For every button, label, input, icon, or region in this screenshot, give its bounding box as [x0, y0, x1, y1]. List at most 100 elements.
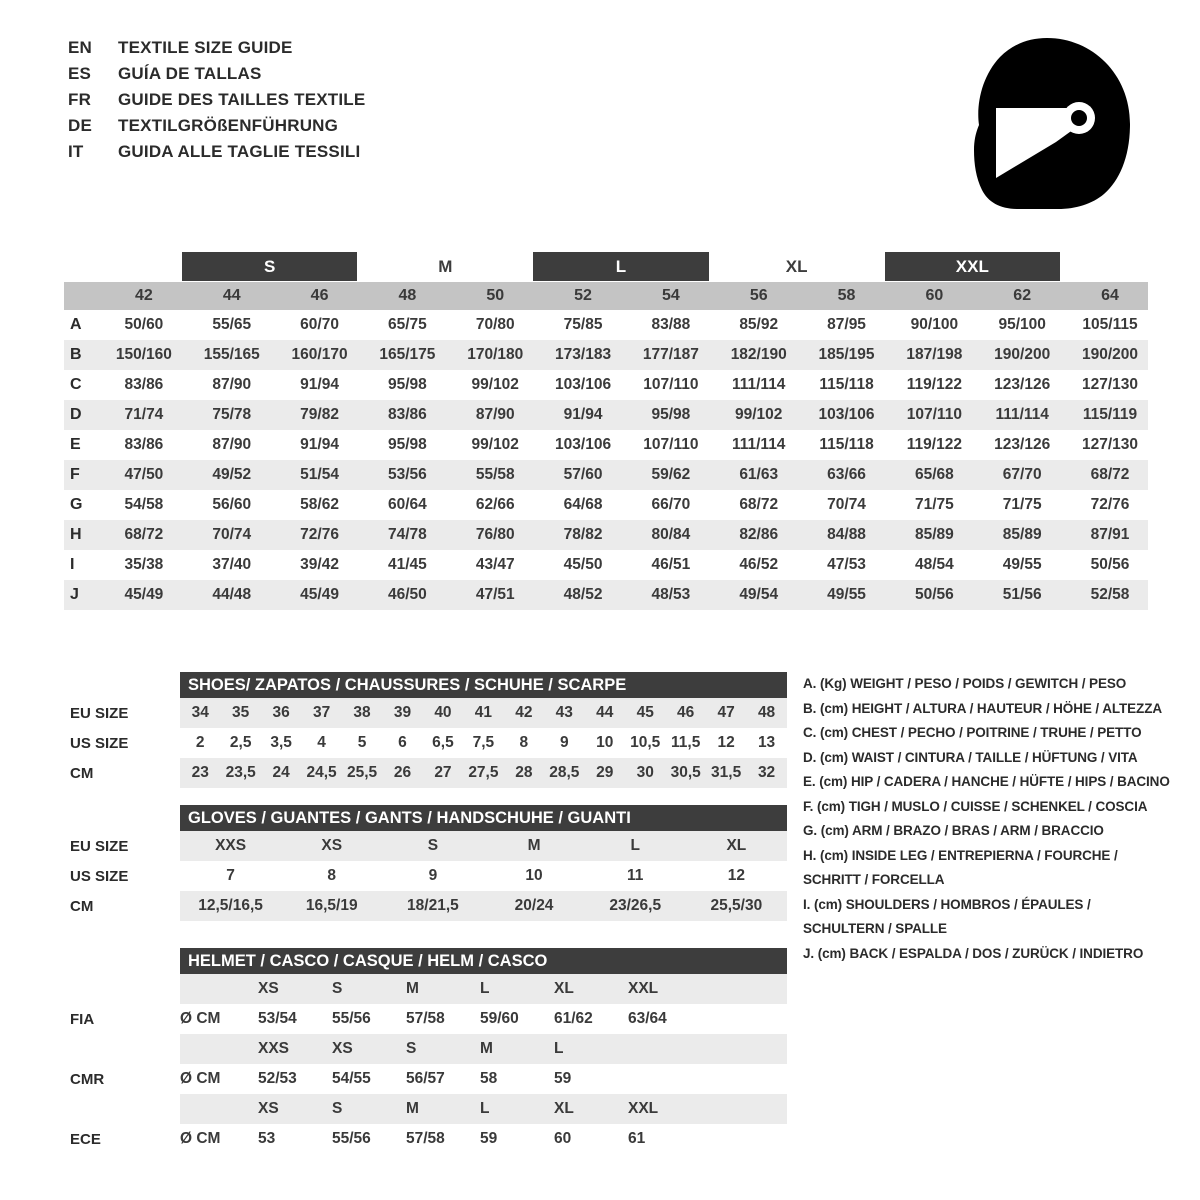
- textile-cell: 95/100: [998, 316, 1046, 333]
- shoes-cell: 36: [272, 704, 290, 721]
- textile-cell: 170/180: [467, 346, 524, 363]
- shoes-row-label: CM: [70, 764, 94, 782]
- legend-item: C. (cm) CHEST / PECHO / POITRINE / TRUHE…: [803, 725, 1142, 740]
- row-key: J: [70, 586, 79, 603]
- helmet-cell: 52/53: [258, 1070, 297, 1087]
- textile-cell: 80/84: [651, 526, 691, 543]
- textile-cell: 45/50: [563, 556, 603, 573]
- title-lang-code: IT: [68, 142, 84, 161]
- helmet-size-label: XL: [554, 980, 574, 997]
- textile-cell: 65/68: [914, 466, 954, 483]
- textile-cell: 83/86: [124, 436, 164, 453]
- textile-cell: 165/175: [379, 346, 436, 363]
- textile-cell: 90/100: [910, 316, 959, 333]
- textile-cell: 83/86: [388, 406, 427, 423]
- textile-cell: 50/56: [1090, 556, 1130, 573]
- legend-item: SCHULTERN / SPALLE: [803, 921, 947, 936]
- helmet-cell: 63/64: [628, 1010, 667, 1027]
- textile-cell: 60/70: [300, 316, 339, 333]
- textile-cell: 49/52: [212, 466, 252, 483]
- measurement-legend: A. (Kg) WEIGHT / PESO / POIDS / GEWITCH …: [803, 672, 1183, 966]
- helmet-value-band: Ø CM 53 55/56 57/58 59 60 61: [180, 1124, 787, 1154]
- textile-cell: 115/119: [1082, 406, 1138, 423]
- helmet-cell: 55/56: [332, 1130, 371, 1147]
- gloves-value-band: XXS XS S M L XL: [180, 831, 787, 861]
- size-band-s: S: [181, 252, 358, 281]
- helmet-size-label: M: [406, 980, 419, 997]
- legend-item: F. (cm) TIGH / MUSLO / CUISSE / SCHENKEL…: [803, 798, 1148, 814]
- textile-cell: 68/72: [739, 496, 779, 513]
- textile-cell: 111/114: [731, 436, 786, 453]
- legend-item: E. (cm) HIP / CADERA / HANCHE / HÜFTE / …: [803, 774, 1170, 789]
- helmet-cell: 61/62: [554, 1010, 593, 1027]
- helmet-size-label: XL: [554, 1100, 574, 1117]
- gloves-cell: 23/26,5: [609, 897, 662, 914]
- title-line-es: ES GUÍA DE TALLAS: [68, 64, 365, 90]
- textile-cell: 47/53: [827, 556, 866, 573]
- textile-cell: 58/62: [300, 496, 339, 513]
- textile-cell: 49/54: [739, 586, 779, 603]
- helmet-size-band: XXS XS S M L: [180, 1034, 787, 1064]
- row-key: H: [70, 526, 82, 543]
- shoes-row-label: EU SIZE: [70, 704, 129, 722]
- textile-cell: 115/118: [819, 436, 874, 453]
- textile-cell: 107/110: [643, 436, 699, 453]
- textile-cell: 79/82: [300, 406, 339, 423]
- gloves-cell: 11: [627, 867, 644, 884]
- title-line-it: IT GUIDA ALLE TAGLIE TESSILI: [68, 142, 365, 168]
- numeric-size-header: 50: [486, 287, 505, 304]
- shoes-title: SHOES/ ZAPATOS / CHAUSSURES / SCHUHE / S…: [180, 672, 787, 698]
- textile-cell: 185/195: [818, 346, 875, 363]
- helmet-cell: 54/55: [332, 1070, 371, 1087]
- textile-cell: 190/200: [994, 346, 1051, 363]
- textile-cell: 45/49: [300, 586, 339, 603]
- textile-cell: 35/38: [124, 556, 164, 573]
- title-text: TEXTILGRÖßENFÜHRUNG: [118, 116, 339, 135]
- shoes-cell: 32: [757, 764, 776, 781]
- helmet-size-label: XXL: [628, 980, 659, 997]
- numeric-size-header-row: 42 44 46 48 50 52 54 56 58 60 62 64: [64, 282, 1148, 310]
- numeric-size-header: 60: [925, 287, 944, 304]
- textile-cell: 56/60: [212, 496, 252, 513]
- shoes-cell: 10: [596, 734, 614, 751]
- shoes-cell: 27,5: [468, 764, 499, 781]
- helmet-size-label: S: [406, 1040, 417, 1057]
- shoes-cell: 35: [232, 704, 250, 721]
- helmet-cell: 60: [554, 1130, 572, 1147]
- shoes-cell: 44: [596, 704, 614, 721]
- textile-cell: 119/122: [906, 376, 962, 393]
- row-key: D: [70, 406, 82, 423]
- shoes-cell: 7,5: [472, 734, 495, 751]
- shoes-cell: 42: [515, 704, 533, 721]
- legend-item: J. (cm) BACK / ESPALDA / DOS / ZURÜCK / …: [803, 945, 1144, 961]
- textile-cell: 71/75: [914, 496, 954, 513]
- shoes-cell: 37: [312, 704, 331, 721]
- textile-cell: 87/90: [212, 376, 252, 393]
- textile-row-a: A 50/60 55/65 60/70 65/75 70/80 75/85 83/88 85/9…: [64, 310, 1148, 340]
- textile-cell: 91/94: [563, 406, 603, 423]
- helmet-table: HELMET / CASCO / CASQUE / HELM / CASCO X…: [64, 948, 789, 1154]
- textile-cell: 155/165: [203, 346, 260, 363]
- gloves-cell: 10: [525, 867, 543, 884]
- row-key: A: [70, 316, 82, 333]
- shoes-cell: 28: [515, 764, 533, 781]
- textile-cell: 127/130: [1082, 376, 1139, 393]
- textile-cell: 91/94: [300, 376, 339, 393]
- numeric-size-header: 42: [135, 287, 153, 304]
- textile-row-i: I 35/38 37/40 39/42 41/45 43/47 45/50 46/51 46/5…: [64, 550, 1148, 580]
- gloves-cell: XS: [321, 837, 343, 854]
- helmet-size-label: L: [554, 1040, 564, 1057]
- shoes-cell: 6: [398, 734, 407, 751]
- legend-item: I. (cm) SHOULDERS / HOMBROS / ÉPAULES /: [803, 896, 1091, 912]
- textile-row-b: B 150/160 155/165 160/170 165/175 170/180 173/…: [64, 340, 1148, 370]
- textile-cell: 87/90: [212, 436, 252, 453]
- gloves-cell: XL: [726, 837, 747, 854]
- textile-cell: 99/102: [735, 406, 783, 423]
- shoes-cell: 4: [317, 734, 326, 751]
- gloves-cell: 12: [727, 867, 745, 884]
- textile-cell: 87/95: [827, 316, 866, 333]
- textile-cell: 83/88: [651, 316, 691, 333]
- gloves-cell: 7: [226, 867, 235, 884]
- textile-cell: 160/170: [291, 346, 348, 363]
- textile-cell: 111/114: [731, 376, 786, 393]
